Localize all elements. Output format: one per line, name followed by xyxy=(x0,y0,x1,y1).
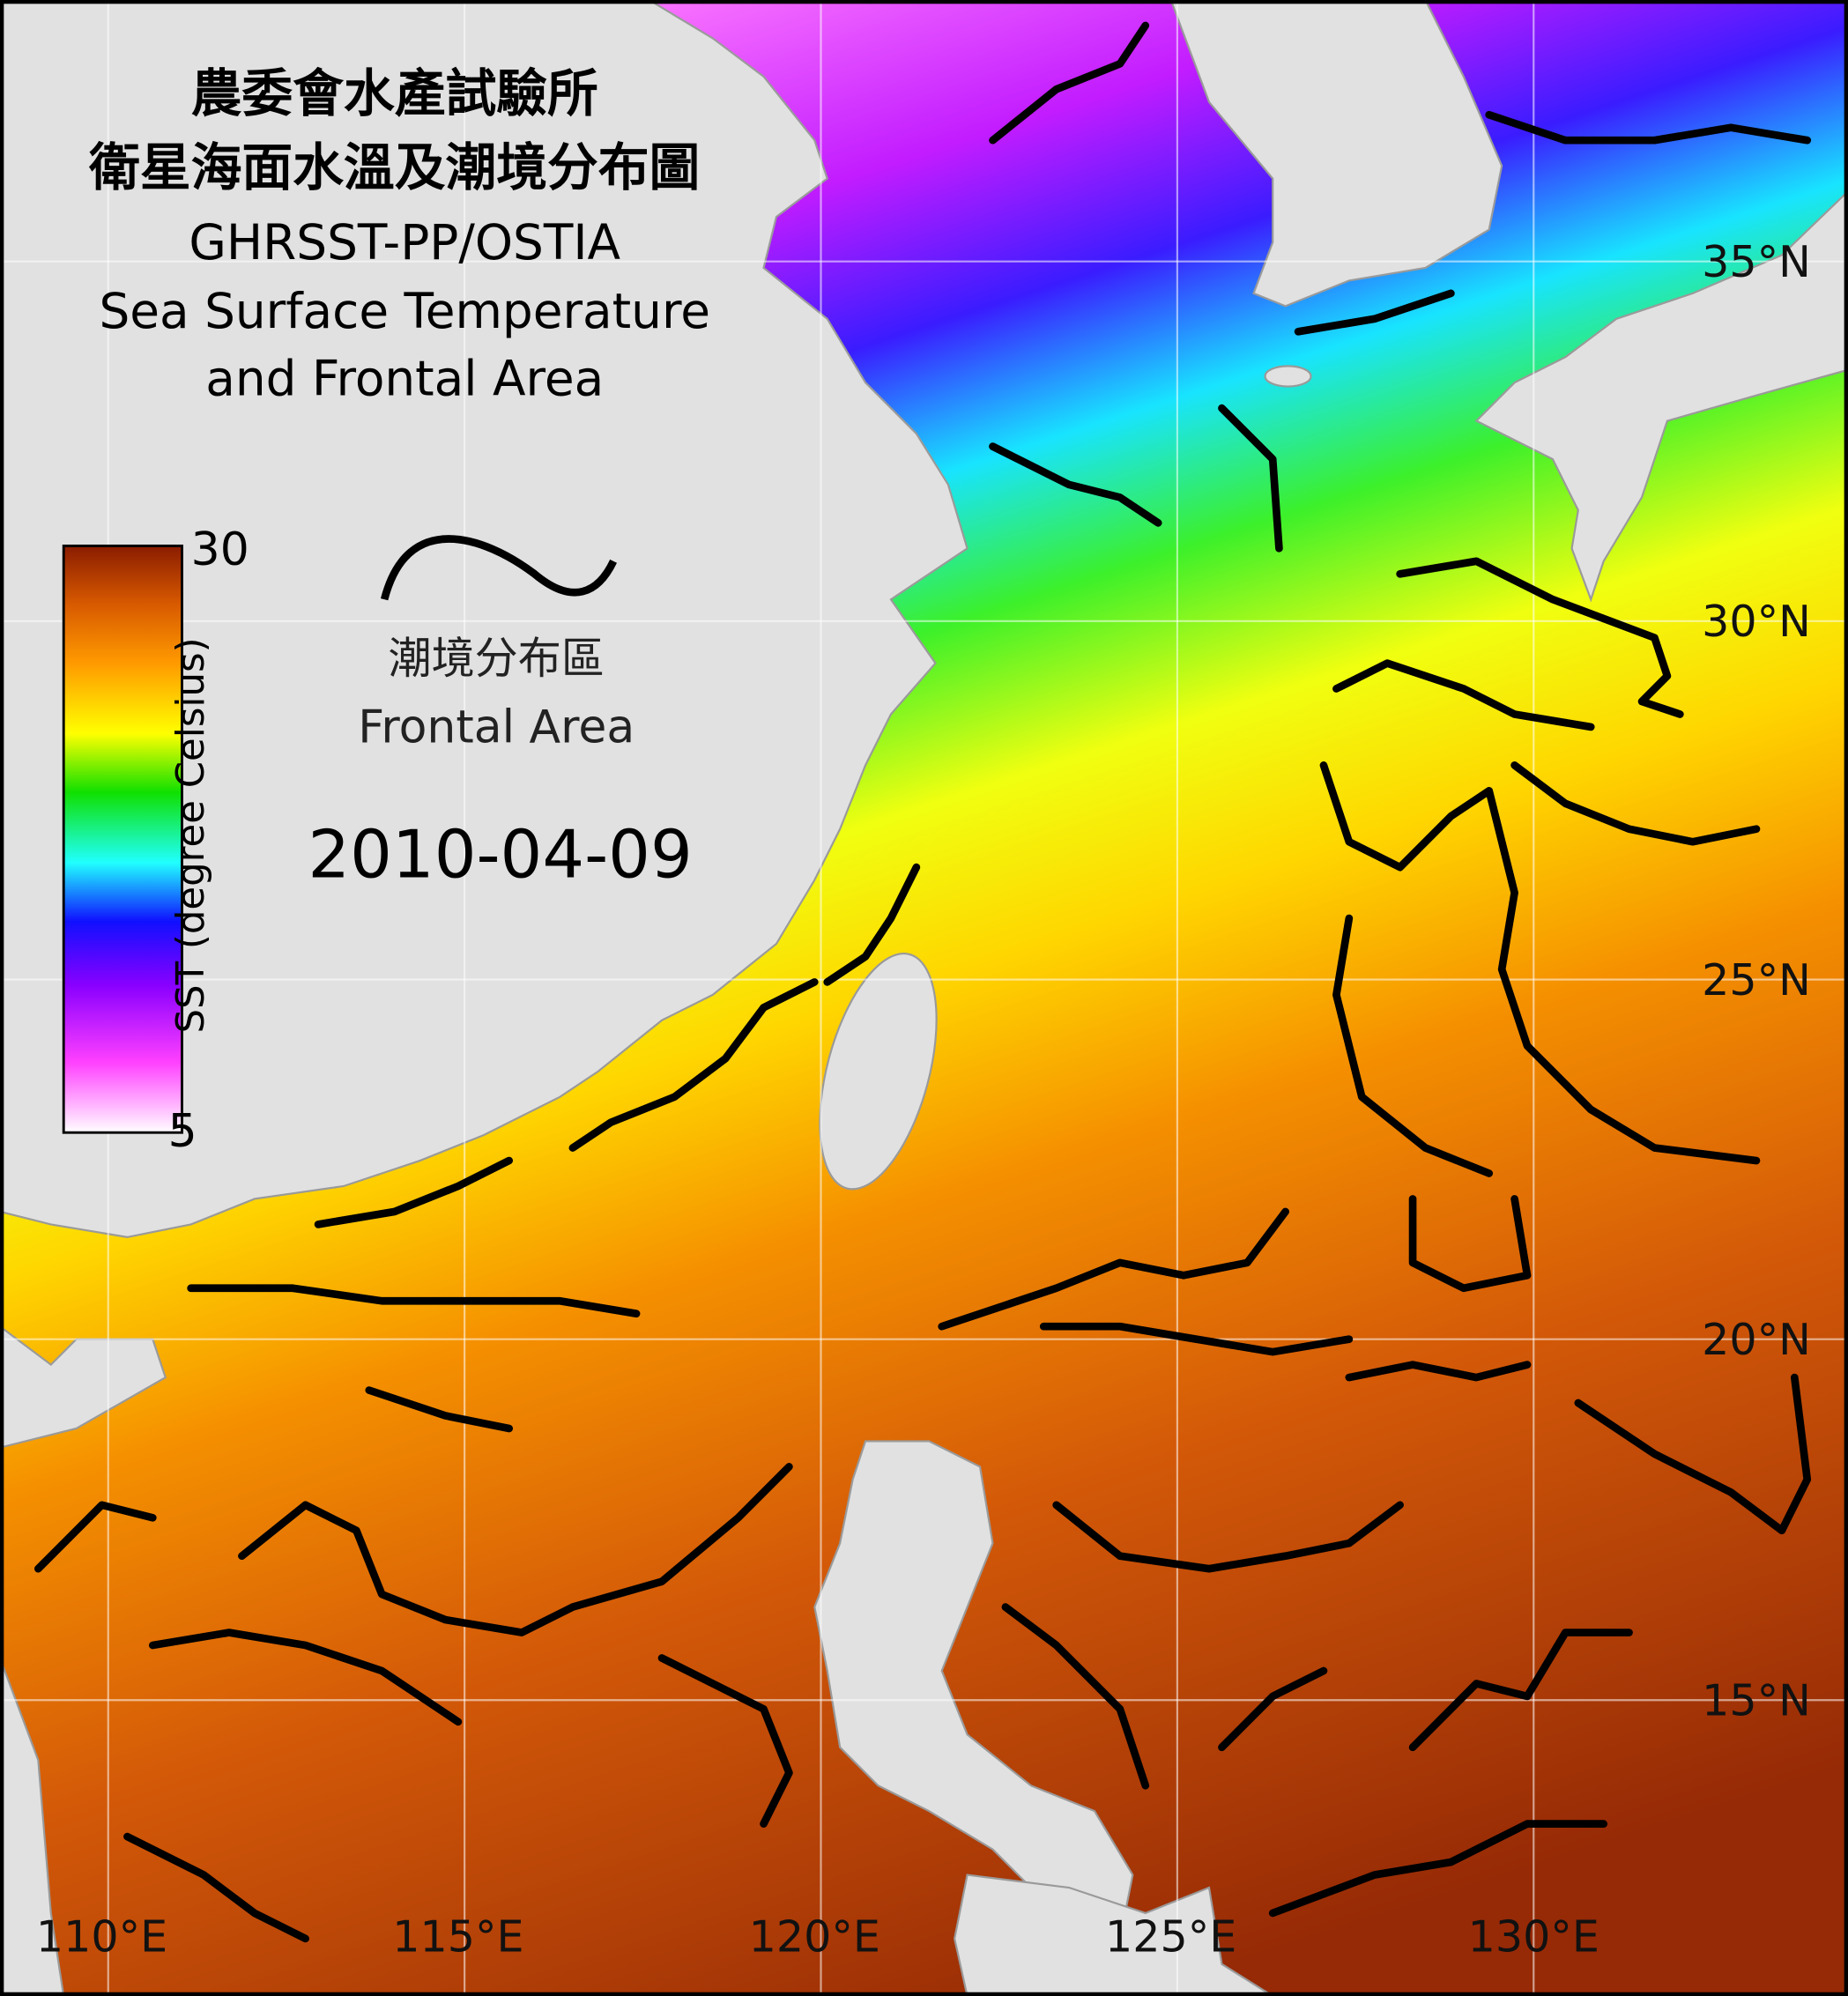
front xyxy=(1039,1322,1354,1356)
colorbar-max: 30 xyxy=(191,523,249,576)
land-visayas xyxy=(954,1874,1275,1996)
front xyxy=(823,863,921,986)
land-china xyxy=(0,0,969,1238)
front xyxy=(238,1463,793,1636)
front xyxy=(1052,1501,1404,1573)
front xyxy=(1396,557,1684,718)
frontal-areas xyxy=(33,21,1812,1943)
front xyxy=(1574,1373,1812,1535)
front xyxy=(938,1207,1289,1331)
colorbar-label: SST (degree Celsius) xyxy=(169,637,213,1033)
front xyxy=(1332,659,1595,731)
title-line: GHRSST-PP/OSTIA xyxy=(189,214,620,271)
front xyxy=(123,1832,309,1943)
lon-label: 115°E xyxy=(392,1911,523,1962)
front xyxy=(148,1629,463,1726)
title-line: 衛星海面水溫及潮境分布圖 xyxy=(88,137,700,197)
lat-label: 15°N xyxy=(1702,1675,1811,1726)
lat-label: 20°N xyxy=(1702,1314,1811,1365)
front xyxy=(1485,110,1812,145)
front xyxy=(657,1654,793,1828)
lat-label: 25°N xyxy=(1702,954,1811,1005)
legend-label: Frontal Area xyxy=(358,701,635,753)
front xyxy=(1345,1361,1532,1382)
front xyxy=(1408,1195,1532,1293)
front xyxy=(1001,1603,1150,1790)
front xyxy=(1332,914,1494,1177)
front xyxy=(989,442,1162,527)
front xyxy=(33,1501,157,1573)
land-japan xyxy=(1474,189,1848,603)
front xyxy=(1294,289,1455,336)
title-block: 農委會水產試驗所 衛星海面水溫及潮境分布圖 GHRSST-PP/OSTIA Se… xyxy=(88,63,710,407)
front-legend-symbol xyxy=(380,535,618,601)
front xyxy=(1218,404,1283,553)
coordinate-labels: 35°N 30°N 25°N 20°N 15°N 110°E 115°E 120… xyxy=(36,236,1811,1962)
front xyxy=(1408,1629,1633,1752)
colorbar xyxy=(62,544,183,1134)
lon-label: 130°E xyxy=(1468,1911,1599,1962)
title-line: Sea Surface Temperature xyxy=(99,283,710,339)
title-line: and Frontal Area xyxy=(205,351,604,407)
legend-label: 潮境分布區 xyxy=(389,633,605,684)
lat-label: 35°N xyxy=(1702,236,1811,287)
date: 2010-04-09 xyxy=(308,816,692,894)
land-jeju xyxy=(1264,365,1312,388)
land-taiwan xyxy=(819,952,938,1191)
front xyxy=(187,1284,641,1318)
front xyxy=(1268,1820,1608,1918)
lat-label: 30°N xyxy=(1702,596,1811,647)
title-line: 農委會水產試驗所 xyxy=(191,63,598,123)
front xyxy=(365,1386,514,1433)
front xyxy=(1319,761,1761,1165)
front xyxy=(1218,1666,1328,1752)
land-indochina xyxy=(0,1324,167,1996)
front xyxy=(568,978,819,1152)
land-korea xyxy=(1169,0,1503,308)
front xyxy=(314,1156,514,1228)
lon-label: 110°E xyxy=(36,1911,167,1962)
front xyxy=(989,21,1150,145)
lon-label: 120°E xyxy=(749,1911,880,1962)
colorbar-min: 5 xyxy=(168,1105,197,1158)
front xyxy=(1510,761,1761,846)
lon-label: 125°E xyxy=(1105,1911,1236,1962)
